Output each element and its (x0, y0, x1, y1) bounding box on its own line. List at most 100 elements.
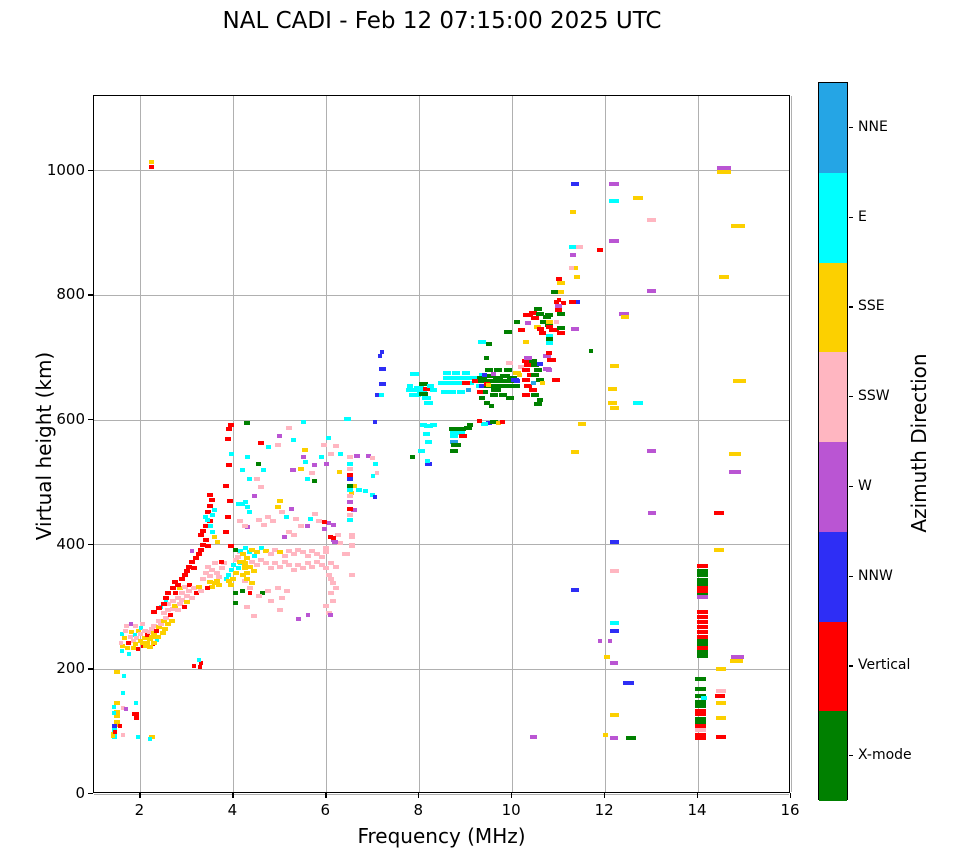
data-point-x-mode (539, 319, 550, 324)
data-point-e (443, 370, 452, 375)
data-point-vertical (517, 327, 525, 332)
data-point-sse (262, 548, 269, 553)
data-point-nnw (576, 299, 581, 304)
data-point-sse (214, 578, 221, 583)
data-point-ssw (267, 598, 274, 603)
colorbar-segment-label: SSE (858, 298, 885, 315)
data-point-ssw (169, 598, 176, 603)
data-point-sse (248, 581, 255, 586)
data-point-ssw (179, 597, 186, 602)
colorbar (818, 82, 848, 801)
data-point-e (126, 651, 131, 656)
gridline-x (697, 96, 699, 792)
data-point-vertical (560, 300, 566, 305)
data-point-vertical (169, 586, 176, 591)
data-point-ssw (174, 608, 181, 613)
data-point-sse (607, 401, 617, 406)
data-point-ssw (314, 560, 321, 565)
data-point-ssw (279, 510, 286, 515)
data-point-e (230, 562, 236, 567)
data-point-sse (604, 654, 611, 659)
data-point-sse (246, 564, 253, 569)
data-point-e (302, 460, 308, 465)
data-point-x-mode (419, 391, 429, 396)
data-point-sse (733, 378, 747, 383)
colorbar-tick (849, 485, 853, 488)
data-point-vertical (190, 566, 197, 571)
data-point-ssw (290, 567, 297, 572)
data-point-x-mode (488, 404, 494, 409)
data-point-sse (216, 583, 223, 588)
data-point-ssw (276, 608, 283, 613)
data-point-ssw (216, 575, 223, 580)
data-point-vertical (223, 530, 230, 535)
data-point-e (461, 370, 470, 375)
data-point-ssw (321, 443, 327, 447)
data-point-ssw (518, 365, 525, 370)
data-point-nne (530, 380, 536, 385)
data-point-x-mode (409, 455, 415, 460)
data-point-ssw (293, 516, 300, 521)
y-tick (88, 793, 93, 795)
data-point-ssw (211, 561, 218, 566)
data-point-nnw (375, 393, 380, 398)
data-point-vertical (207, 504, 214, 509)
data-point-sse (718, 274, 729, 279)
data-point-w (288, 506, 294, 511)
data-point-ssw (260, 522, 267, 527)
colorbar-segment-label: NNW (858, 567, 893, 584)
data-point-e (424, 400, 434, 405)
data-point-e (421, 396, 431, 401)
data-point-e (346, 487, 353, 492)
data-point-vertical (552, 378, 561, 383)
gridline-x (232, 96, 234, 792)
data-point-x-mode (533, 368, 542, 373)
data-point-sse (545, 319, 553, 324)
data-point-vertical (144, 633, 150, 638)
data-point-x-mode (456, 427, 467, 432)
data-point-x-mode (545, 337, 553, 342)
data-point-x-mode (233, 547, 239, 552)
data-point-x-mode (478, 396, 485, 401)
data-point-nnw (622, 681, 634, 686)
data-point-ssw (332, 444, 339, 449)
data-point-ssw (323, 566, 330, 571)
data-point-ssw (281, 553, 288, 558)
data-point-ssw (124, 623, 130, 628)
data-point-w (610, 661, 619, 666)
data-point-vertical (193, 556, 200, 561)
colorbar-tick (849, 126, 853, 129)
data-point-sse (232, 570, 239, 575)
data-point-vertical (531, 315, 540, 320)
data-point-e (247, 550, 253, 555)
data-point-vertical (204, 510, 211, 515)
data-point-vertical (697, 629, 709, 634)
data-point-sse (244, 556, 251, 561)
data-point-nnw (346, 477, 353, 482)
data-point-ssw (318, 562, 325, 567)
data-point-e (240, 467, 246, 472)
data-point-sse (207, 580, 214, 585)
data-point-ssw (346, 455, 353, 460)
data-point-x-mode (694, 693, 706, 698)
data-point-w (524, 355, 533, 360)
data-point-sse (239, 552, 246, 557)
data-point-nnw (537, 361, 544, 366)
data-point-ssw (506, 360, 514, 365)
data-point-vertical (529, 310, 538, 315)
data-point-vertical (536, 327, 544, 332)
data-point-vertical (522, 368, 531, 373)
data-point-vertical (226, 499, 233, 504)
data-point-sse (110, 734, 115, 739)
data-point-vertical (134, 715, 140, 720)
data-point-ssw (251, 614, 258, 619)
colorbar-label: Azimuth Direction (907, 353, 931, 533)
data-point-ssw (341, 552, 348, 557)
chart-title: NAL CADI - Feb 12 07:15:00 2025 UTC (222, 8, 662, 34)
y-tick (88, 668, 93, 670)
data-point-x-mode (513, 319, 520, 324)
data-point-sse (237, 560, 244, 565)
data-point-vertical (459, 433, 468, 438)
data-point-vertical (694, 733, 706, 738)
